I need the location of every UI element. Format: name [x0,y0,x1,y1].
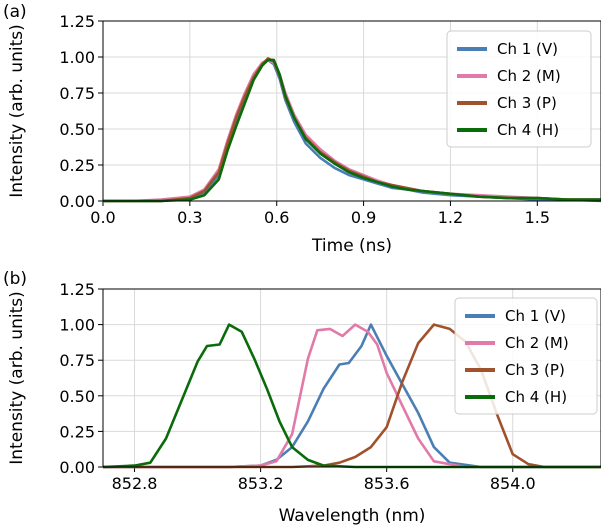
series-line-ch3 [103,323,601,469]
legend-label-ch3: Ch 3 (P) [497,94,557,112]
legend: Ch 1 (V) Ch 2 (M) Ch 3 (P) Ch 4 (H) [446,30,592,148]
x-axis-label: Wavelength (nm) [279,506,426,526]
y-tick-label: 0.75 [59,351,95,370]
x-tick-label: 1.5 [525,208,550,227]
x-tick-label: 0.6 [264,208,289,227]
y-tick-label: 0.50 [59,120,95,139]
legend-box [446,30,592,148]
y-tick-label: 1.00 [59,316,95,335]
x-tick-label: 853.2 [238,474,284,493]
y-tick-label: 0.00 [59,192,95,211]
legend-label-ch4: Ch 4 (H) [505,388,567,406]
x-tick-label: 854.0 [490,474,536,493]
x-tick-label: 0.3 [177,208,202,227]
panel-label: (a) [3,2,27,22]
x-tick-label: 1.2 [438,208,463,227]
x-tick-label: 0.0 [90,208,115,227]
y-axis-label: Intensity (arb. units) [7,24,27,197]
legend-label-ch1: Ch 1 (V) [505,307,566,325]
y-tick-label: 1.25 [59,280,95,299]
x-axis-label: Time (ns) [311,236,392,256]
y-tick-label: 1.00 [59,48,95,67]
y-tick-label: 1.25 [59,12,95,31]
legend-label-ch2: Ch 2 (M) [505,334,569,352]
y-tick-label: 0.00 [59,458,95,477]
series-line-ch4 [103,58,601,203]
legend-label-ch2: Ch 2 (M) [497,67,561,85]
x-tick-label: 853.6 [364,474,410,493]
series-line-ch2 [103,323,601,469]
legend-box [454,297,598,415]
x-tick-label: 852.8 [112,474,158,493]
y-tick-label: 0.25 [59,156,95,175]
legend-label-ch3: Ch 3 (P) [505,361,565,379]
chart-panel-a: 0.00 0.25 0.50 0.75 1.00 1.25 0.0 0.3 0.6 0.9 1.2 1… [3,2,601,256]
plot-frame [102,288,601,468]
panel-label: (b) [3,269,27,289]
y-axis-label: Intensity (arb. units) [7,291,27,464]
y-tick-label: 0.50 [59,387,95,406]
legend-label-ch4: Ch 4 (H) [497,121,559,139]
series-line-ch4 [102,323,601,469]
y-tick-label: 0.75 [59,84,95,103]
plot-frame [102,20,601,202]
legend: Ch 1 (V) Ch 2 (M) Ch 3 (P) Ch 4 (H) [454,297,598,415]
legend-label-ch1: Ch 1 (V) [497,40,558,58]
x-tick-label: 0.9 [351,208,376,227]
chart-panel-b: 0.00 0.25 0.50 0.75 1.00 1.25 852.8 853.2 853.6 8… [3,269,601,526]
y-tick-label: 0.25 [59,422,95,441]
